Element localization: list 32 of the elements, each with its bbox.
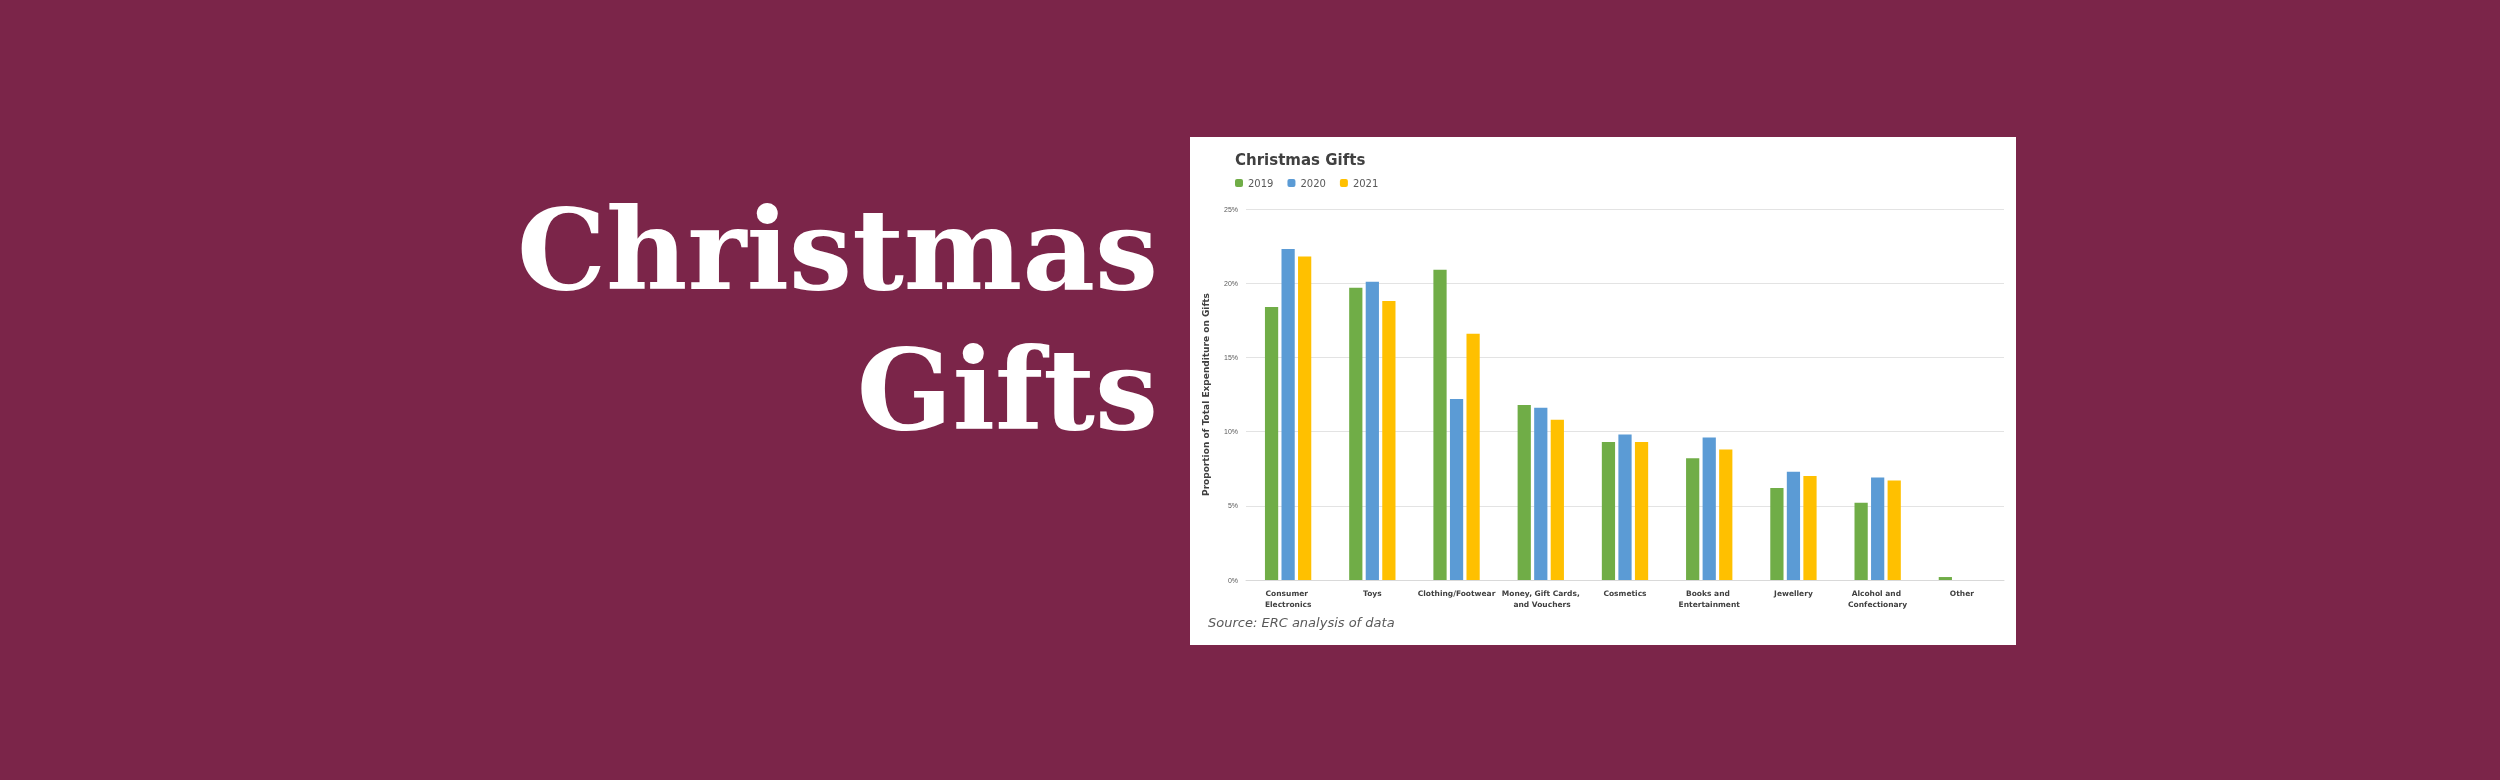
bar [1702, 437, 1716, 580]
bar [1382, 301, 1396, 580]
bar [1298, 256, 1312, 580]
bar [1534, 407, 1548, 580]
bar [1466, 333, 1480, 580]
chart-subtitle: Christmas Gifts [515, 183, 1158, 457]
bar [1618, 434, 1632, 580]
bar [1601, 441, 1616, 580]
bar [1786, 471, 1801, 580]
legend-label: 2021 [1352, 177, 1379, 189]
bar [1887, 480, 1901, 580]
bar [1365, 281, 1379, 580]
bar [1871, 477, 1885, 580]
bar [1938, 577, 1952, 580]
bar [1433, 269, 1447, 580]
bar [1854, 502, 1868, 580]
bar [1634, 441, 1649, 580]
bar [1264, 306, 1279, 580]
chart-title: Christmas Gifts [1235, 150, 1366, 169]
bar [1281, 249, 1295, 580]
bar [1449, 398, 1464, 580]
bar [1719, 449, 1733, 580]
y-axis-title: Proportion of Total Expenditure on Gifts [1200, 293, 1211, 496]
legend-label: 2020 [1300, 177, 1326, 189]
bar [1770, 487, 1784, 580]
source-note: Source: ERC analysis of data [1208, 615, 1395, 630]
bar [1517, 404, 1531, 580]
bar [1349, 287, 1363, 580]
bar [1686, 458, 1700, 580]
bar [1803, 476, 1817, 580]
bar [1550, 419, 1564, 580]
legend-label: 2019 [1248, 177, 1274, 189]
